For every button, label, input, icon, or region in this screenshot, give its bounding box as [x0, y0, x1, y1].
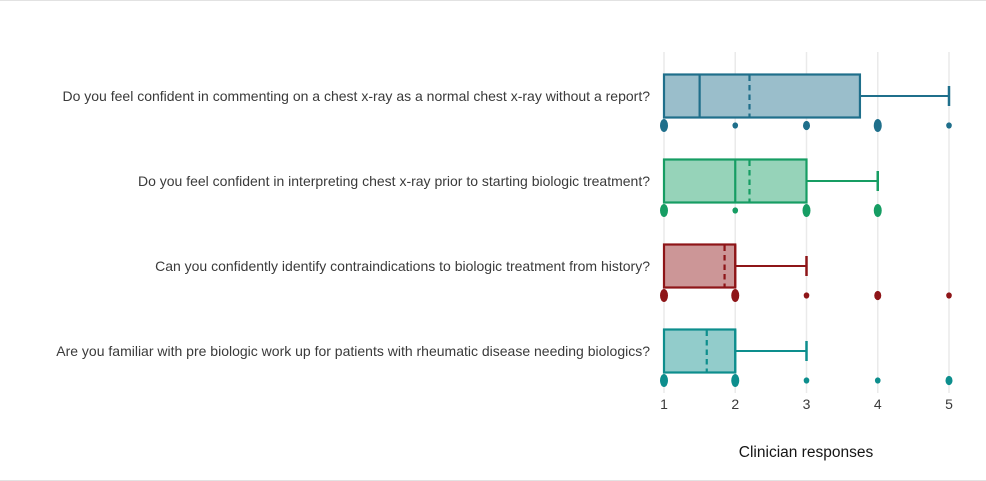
data-point — [946, 122, 952, 129]
data-point — [945, 375, 953, 386]
box — [662, 328, 737, 374]
data-point — [732, 207, 739, 214]
data-point — [802, 204, 811, 217]
data-point — [874, 290, 882, 301]
box — [662, 243, 737, 289]
data-point — [873, 119, 882, 132]
data-point — [803, 292, 810, 299]
question-label-4: Are you familiar with pre biologic work … — [56, 343, 650, 359]
data-point — [731, 374, 740, 387]
question-label-3: Can you confidently identify contraindic… — [155, 258, 650, 274]
x-tick-label: 3 — [803, 396, 811, 412]
data-point — [660, 289, 668, 302]
data-point — [803, 377, 810, 384]
data-point — [732, 122, 739, 129]
data-point — [731, 289, 740, 302]
data-point — [874, 377, 881, 384]
data-point — [660, 119, 668, 132]
data-point — [660, 204, 668, 217]
figure-top-border — [0, 0, 986, 1]
x-tick-label: 2 — [731, 396, 739, 412]
x-tick-label: 1 — [660, 396, 668, 412]
question-label-2: Do you feel confident in interpreting ch… — [137, 173, 650, 189]
x-tick-label: 4 — [874, 396, 882, 412]
data-point — [946, 292, 952, 299]
x-axis-title: Clinician responses — [738, 444, 874, 461]
x-tick-label: 5 — [945, 396, 953, 412]
question-label-1: Do you feel confident in commenting on a… — [62, 88, 650, 104]
data-point — [803, 120, 810, 131]
box — [662, 73, 862, 119]
data-point — [873, 204, 882, 217]
data-point — [660, 374, 668, 387]
